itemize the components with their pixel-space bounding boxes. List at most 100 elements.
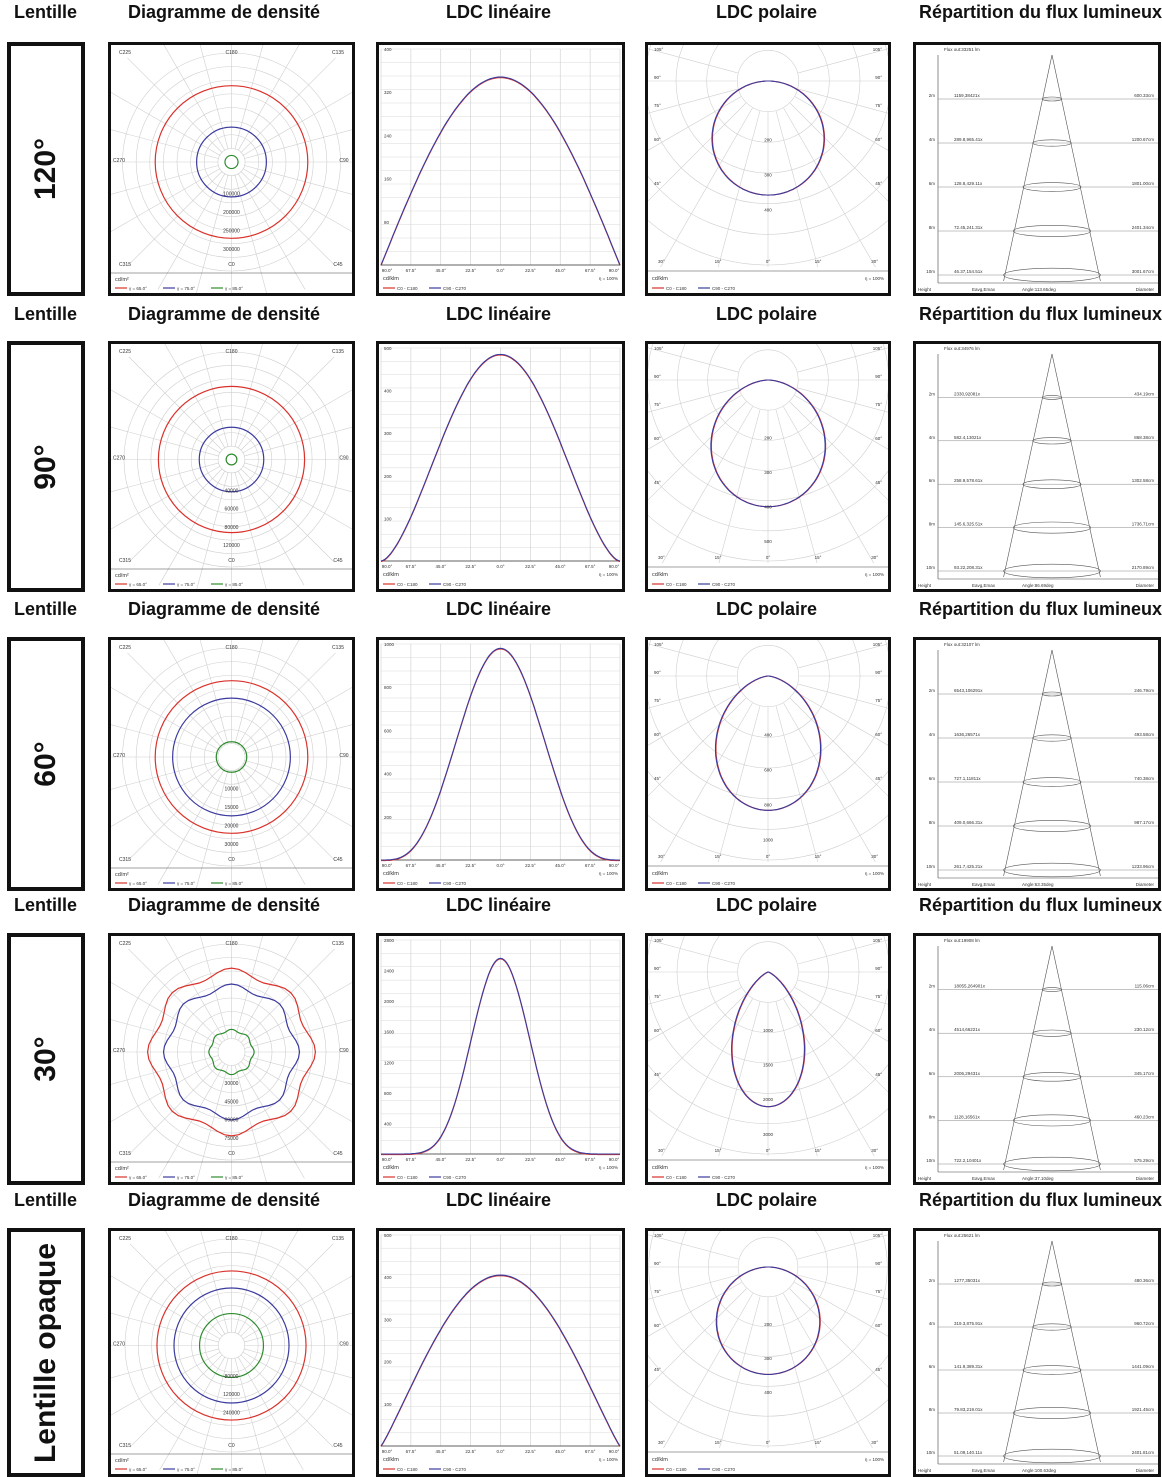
ring-value: 15000 xyxy=(225,805,239,811)
grid-spoke xyxy=(798,88,888,114)
efficiency-label: η = 100% xyxy=(599,1165,618,1170)
illuminance-value: 319.3,875.91x xyxy=(954,1321,983,1326)
y-tick-label: 500 xyxy=(384,1233,392,1238)
angle-label: 0° xyxy=(766,854,771,859)
angle-label: 15° xyxy=(815,555,822,560)
x-tick-label: 45.0° xyxy=(555,863,566,868)
grid-spoke xyxy=(711,409,761,589)
lens-label-box: 90° xyxy=(7,341,85,592)
beam-section xyxy=(1022,182,1082,192)
angle-label: 60° xyxy=(875,436,882,441)
y-tick-label: 320 xyxy=(384,90,392,95)
footer-mask xyxy=(648,563,888,589)
grid-spoke xyxy=(158,470,226,586)
angle-label: 75° xyxy=(654,698,661,703)
footer-label: Diameter xyxy=(1136,287,1155,292)
linear-ldc-chart: 100 200 300 400 500 90.0° 67.5° 45.0° 22.5° 0.0° 2… xyxy=(376,1228,625,1477)
compass-label: C90 xyxy=(339,753,348,759)
beam-edge xyxy=(1003,649,1053,877)
angle-label: 15° xyxy=(815,1440,822,1445)
grid-spoke xyxy=(111,687,221,751)
ring-value: 200000 xyxy=(223,210,240,216)
grid-spoke xyxy=(129,1243,223,1337)
grid-spoke xyxy=(648,939,739,965)
grid-spoke xyxy=(240,171,336,267)
column-header: Lentille xyxy=(14,1190,78,1210)
ring-value: 400 xyxy=(764,505,772,510)
x-tick-label: 67.5° xyxy=(406,863,417,868)
x-tick-label: 90.0° xyxy=(382,564,393,569)
beam-section xyxy=(1022,1072,1082,1082)
iso-curve xyxy=(198,426,265,493)
height-label: 10m xyxy=(926,565,935,570)
column-header: Répartition du flux lumineux xyxy=(919,2,1162,22)
legend-label: γ = 65.0° xyxy=(129,1175,147,1180)
grid-spoke xyxy=(165,1231,226,1335)
angle-label: 15° xyxy=(715,555,722,560)
flux-title: Flux out:19908 lm xyxy=(944,938,980,943)
column-header: LDC polaire xyxy=(716,599,818,619)
iso-curve xyxy=(224,154,239,170)
compass-label: C270 xyxy=(113,753,125,759)
legend-label: C90 - C270 xyxy=(712,1175,736,1180)
row-header: Lentille Diagramme de densité LDC linéaire… xyxy=(0,893,1162,923)
grid-spoke xyxy=(648,48,738,74)
flux-svg: Flux out:32107 lm 2m 6543,106291x 246.79cm 4… xyxy=(918,642,1158,887)
grid-spoke xyxy=(196,471,229,589)
legend-label: γ = 85.0° xyxy=(225,1175,243,1180)
grid-spoke xyxy=(648,691,742,746)
legend-label: C90 - C270 xyxy=(443,582,467,587)
ring-value: 200 xyxy=(764,1322,772,1327)
angle-label: 90° xyxy=(875,374,882,379)
beam-edge xyxy=(1003,54,1053,282)
beam-section xyxy=(1012,1407,1092,1419)
grid-spoke xyxy=(240,1060,335,1156)
linear-svg: 400 800 1200 1600 2000 2400 2800 90.0° 67.5° 45.0… xyxy=(380,938,621,1180)
column-header: LDC linéaire xyxy=(446,1190,552,1210)
y-tick-label: 500 xyxy=(384,346,392,351)
illuminance-value: 6543,106291x xyxy=(954,688,983,693)
grid-spoke xyxy=(242,1058,352,1122)
angle-label: 105° xyxy=(873,642,883,647)
legend-label: C0 - C180 xyxy=(666,1175,687,1180)
iso-curve xyxy=(146,967,317,1137)
x-tick-label: 90.0° xyxy=(609,564,620,569)
grid-spoke xyxy=(243,1348,352,1379)
density-svg: C225 C180 C135 C270 C90 C315 C0 C45 80000 120000 2… xyxy=(111,1231,352,1474)
grid-spoke xyxy=(234,174,267,293)
y-tick-label: 800 xyxy=(384,685,392,690)
grid-spoke xyxy=(237,1356,304,1471)
x-tick-label: 45.0° xyxy=(555,268,566,273)
lens-label-box: 60° xyxy=(7,637,85,891)
grid-spoke xyxy=(242,1275,352,1340)
unit-label: cd/klm xyxy=(383,572,399,578)
x-tick-label: 67.5° xyxy=(406,1157,417,1162)
y-tick-label: 400 xyxy=(384,1121,392,1126)
grid-spoke xyxy=(794,691,888,746)
illuminance-value: 145.6,325.51x xyxy=(954,522,983,527)
x-tick-label: 67.5° xyxy=(406,268,417,273)
angle-label: 45° xyxy=(654,480,661,485)
grid-spoke xyxy=(648,979,739,1005)
ring-value: 75000 xyxy=(225,1136,239,1142)
grid-spoke xyxy=(797,1234,888,1260)
illuminance-value: 128.8,429.11x xyxy=(954,181,983,186)
x-tick-label: 0.0° xyxy=(496,863,504,868)
x-tick-label: 45.0° xyxy=(555,1449,566,1454)
grid-spoke xyxy=(648,702,753,885)
density-svg: C225 C180 C135 C270 C90 C315 C0 C45 100000 200000… xyxy=(111,45,352,293)
grid-spoke xyxy=(648,998,753,1181)
grid-spoke xyxy=(797,1274,888,1300)
grid-spoke xyxy=(244,724,352,754)
legend-label: γ = 85.0° xyxy=(225,1467,243,1472)
footer-label: Eavg,Emax xyxy=(972,882,996,887)
beam-edge xyxy=(1051,353,1101,578)
x-tick-label: 45.0° xyxy=(435,1157,446,1162)
grid-spoke xyxy=(648,406,753,589)
flux-svg: Flux out:33251 lm 2m 1159,38421x 600.33cm 4m… xyxy=(918,47,1158,292)
grid-spoke xyxy=(648,347,739,373)
grid-spoke xyxy=(237,640,300,746)
grid-spoke xyxy=(234,936,263,1040)
grid-ring xyxy=(737,1236,799,1298)
linear-svg: 80 160 240 320 400 90.0° 67.5° 45.0° 22.5° 0.0° 22… xyxy=(380,47,621,291)
